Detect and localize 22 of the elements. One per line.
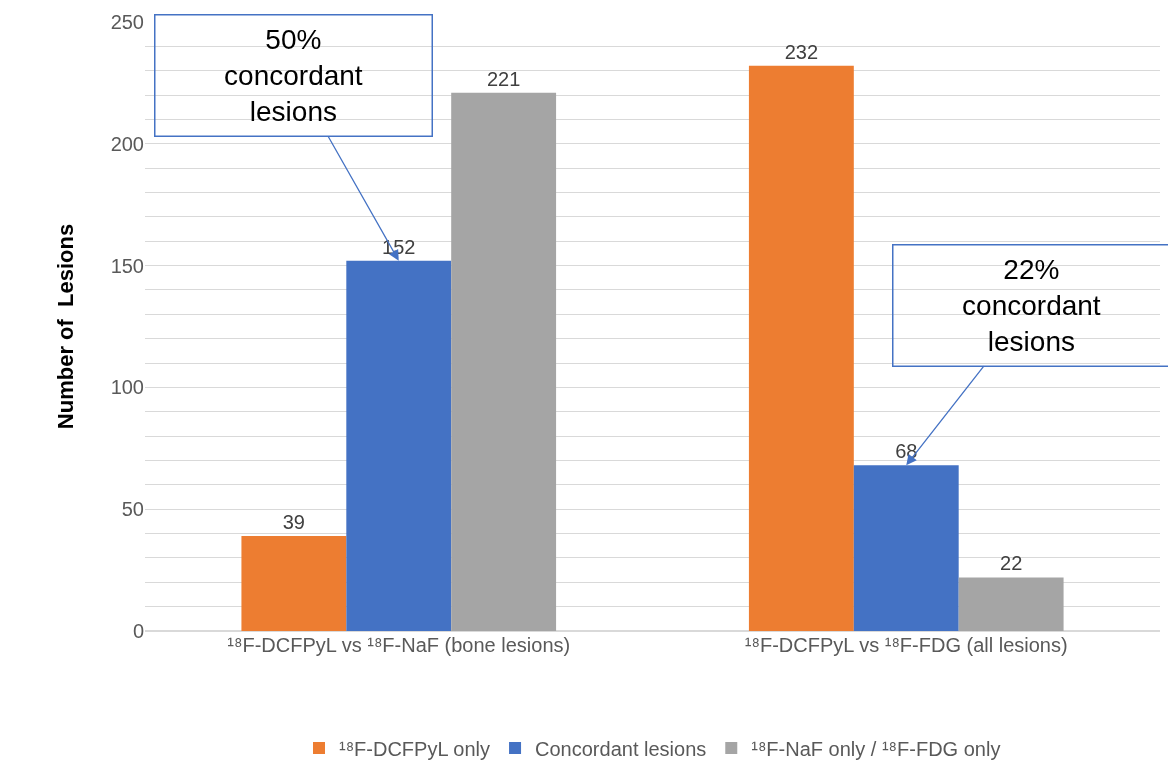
data-label: 232 — [784, 40, 819, 63]
bar — [241, 536, 347, 631]
data-label: 22 — [1000, 552, 1023, 575]
x-tick-label: ¹⁸F-DCFPyL vs ¹⁸F-FDG (all lesions) — [744, 634, 1068, 656]
annotation: 50% concordant lesions — [224, 23, 363, 128]
bar — [451, 92, 557, 631]
y-tick-label: 0 — [132, 620, 144, 642]
y-tick-label: 200 — [110, 132, 144, 155]
annotation: 22% concordant lesions — [962, 253, 1101, 358]
y-tick-label: 100 — [110, 376, 144, 399]
legend-label: Concordant lesions — [535, 737, 707, 760]
y-axis-title: Number of Lesions — [53, 223, 79, 430]
y-tick-label: 50 — [121, 498, 144, 521]
x-tick-label: ¹⁸F-DCFPyL vs ¹⁸F-NaF (bone lesions) — [227, 634, 571, 656]
data-label: 39 — [282, 511, 305, 533]
data-label: 221 — [486, 67, 521, 90]
y-tick-label: 150 — [110, 254, 144, 277]
legend-label: ¹⁸F-NaF only / ¹⁸F-FDG only — [751, 737, 1001, 760]
bar — [958, 577, 1064, 631]
y-tick-label: 250 — [110, 11, 144, 33]
bar — [748, 65, 854, 631]
legend-label: ¹⁸F-DCFPyL only — [339, 737, 491, 760]
